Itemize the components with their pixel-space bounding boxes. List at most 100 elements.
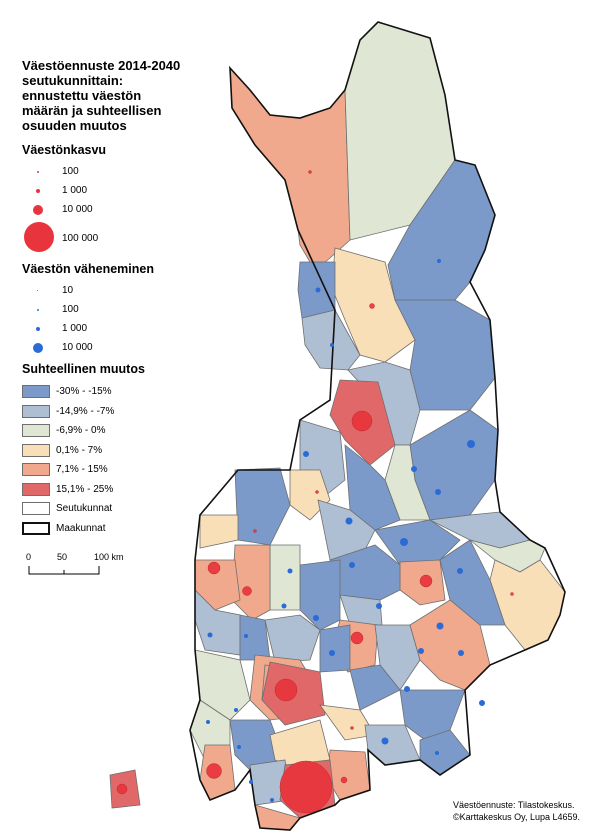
decline-symbol bbox=[458, 650, 464, 656]
region-area bbox=[399, 689, 466, 741]
growth-legend-item: 100 bbox=[22, 163, 222, 182]
region-area bbox=[234, 467, 291, 546]
region-area bbox=[199, 514, 239, 549]
decline-legend-item: 100 bbox=[22, 301, 222, 320]
growth-symbol bbox=[279, 760, 333, 814]
decline-symbol-icon bbox=[37, 290, 38, 291]
decline-legend: 10 100 1 000 10 000 bbox=[22, 282, 222, 358]
source-credit: Väestöennuste: Tilastokeskus. ©Karttakes… bbox=[452, 800, 580, 822]
growth-symbol-icon bbox=[37, 171, 39, 173]
decline-legend-item: 10 000 bbox=[22, 339, 222, 358]
decline-symbol bbox=[330, 343, 334, 347]
decline-symbol bbox=[376, 603, 382, 609]
growth-symbol bbox=[369, 303, 375, 309]
growth-legend-item: 100 000 bbox=[22, 220, 222, 256]
growth-symbol bbox=[206, 763, 222, 779]
decline-symbol bbox=[437, 259, 441, 263]
decline-symbol bbox=[435, 489, 441, 495]
decline-symbol bbox=[467, 440, 475, 448]
decline-symbol bbox=[281, 603, 287, 609]
decline-symbol bbox=[349, 562, 355, 568]
region-boundary-swatch bbox=[22, 502, 50, 516]
region-area bbox=[489, 559, 566, 651]
growth-legend-title: Väestönkasvu bbox=[22, 143, 107, 157]
change-class-item: 15,1% - 25% bbox=[22, 480, 222, 500]
growth-symbol bbox=[116, 783, 128, 795]
region-area bbox=[364, 724, 421, 766]
change-legend: -30% - -15% -14,9% - -7% -6,9% - 0% 0,1%… bbox=[22, 382, 222, 538]
growth-legend-item: 10 000 bbox=[22, 201, 222, 220]
province-boundary-swatch bbox=[22, 521, 50, 535]
class-swatch bbox=[22, 385, 50, 399]
class-swatch bbox=[22, 463, 50, 477]
decline-symbol bbox=[237, 745, 241, 749]
decline-symbol-icon bbox=[37, 309, 39, 311]
scale-tick-label: 100 km bbox=[94, 552, 124, 562]
decline-symbol bbox=[435, 751, 439, 755]
region-area bbox=[374, 519, 461, 566]
region-area bbox=[374, 624, 421, 691]
decline-symbol bbox=[303, 451, 309, 457]
decline-symbol bbox=[329, 650, 335, 656]
class-swatch bbox=[22, 404, 50, 418]
growth-symbol bbox=[340, 776, 348, 784]
change-class-item: -30% - -15% bbox=[22, 382, 222, 402]
scale-tick-label: 0 bbox=[26, 552, 32, 562]
growth-symbol bbox=[419, 574, 433, 588]
decline-symbol bbox=[411, 466, 417, 472]
decline-symbol bbox=[418, 648, 424, 654]
decline-symbol-icon bbox=[36, 327, 40, 331]
growth-symbol bbox=[351, 410, 373, 432]
scale-tick-label: 50 bbox=[57, 552, 68, 562]
region-area bbox=[317, 499, 376, 561]
decline-symbol bbox=[206, 720, 210, 724]
growth-symbol bbox=[274, 678, 298, 702]
growth-symbol bbox=[242, 586, 252, 596]
change-legend-title: Suhteellinen muutos bbox=[22, 362, 145, 376]
growth-symbol-icon bbox=[24, 222, 54, 252]
growth-symbol-icon bbox=[33, 205, 43, 215]
growth-symbol-icon bbox=[36, 189, 40, 193]
decline-symbol bbox=[345, 517, 353, 525]
change-class-item: 7,1% - 15% bbox=[22, 460, 222, 480]
growth-legend-item: 1 000 bbox=[22, 182, 222, 201]
decline-symbol bbox=[400, 538, 408, 546]
change-class-item: -14,9% - -7% bbox=[22, 402, 222, 422]
growth-legend: 100 1 000 10 000 100 000 bbox=[22, 163, 222, 256]
decline-legend-item: 1 000 bbox=[22, 320, 222, 339]
growth-symbol bbox=[510, 592, 514, 596]
decline-symbol bbox=[404, 686, 410, 692]
growth-symbol bbox=[207, 561, 221, 575]
map-legend: Väestöennuste 2014-2040 seutukunnittain:… bbox=[22, 58, 222, 538]
decline-symbol bbox=[244, 634, 248, 638]
growth-symbol bbox=[308, 170, 312, 174]
decline-symbol bbox=[479, 700, 485, 706]
growth-symbol bbox=[253, 529, 257, 533]
decline-symbol bbox=[381, 737, 389, 745]
decline-symbol-icon bbox=[33, 343, 43, 353]
growth-symbol bbox=[350, 726, 354, 730]
growth-symbol bbox=[315, 490, 319, 494]
decline-symbol bbox=[287, 568, 293, 574]
region-area bbox=[319, 624, 351, 673]
class-swatch bbox=[22, 482, 50, 496]
decline-symbol bbox=[457, 568, 463, 574]
province-boundary bbox=[189, 21, 566, 831]
scale-bar-line bbox=[28, 566, 100, 575]
change-class-item: -6,9% - 0% bbox=[22, 421, 222, 441]
decline-symbol bbox=[249, 780, 253, 784]
decline-symbol bbox=[315, 287, 321, 293]
class-swatch bbox=[22, 443, 50, 457]
decline-symbol bbox=[234, 708, 238, 712]
change-class-item: 0,1% - 7% bbox=[22, 441, 222, 461]
decline-symbol bbox=[313, 615, 319, 621]
region-area bbox=[269, 544, 301, 611]
class-swatch bbox=[22, 424, 50, 438]
region-area bbox=[264, 614, 321, 663]
decline-legend-title: Väestön väheneminen bbox=[22, 262, 154, 276]
growth-symbol bbox=[350, 631, 364, 645]
decline-symbol bbox=[207, 632, 213, 638]
boundary-item: Seutukunnat bbox=[22, 499, 222, 519]
boundary-item: Maakunnat bbox=[22, 519, 222, 539]
